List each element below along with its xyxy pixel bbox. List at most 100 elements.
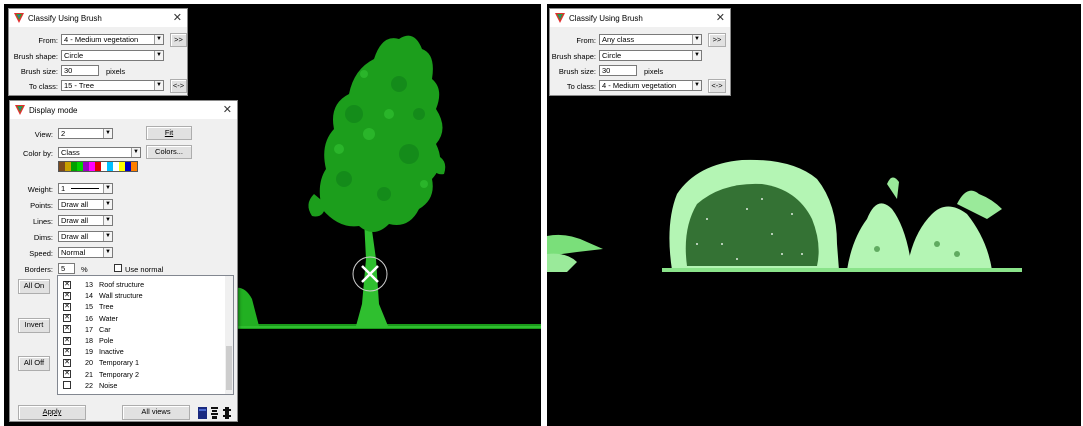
class-list-item[interactable]: 16 Water [58, 313, 118, 324]
speed-label: Speed: [29, 249, 53, 258]
class-visibility-checkbox[interactable] [63, 369, 71, 379]
class-name: Roof structure [99, 280, 145, 289]
use-normal-checkbox[interactable] [114, 264, 122, 272]
class-list-item[interactable]: 22 Noise [58, 380, 117, 391]
chevron-down-icon: ▼ [103, 200, 112, 209]
view-value: 2 [61, 129, 66, 138]
chevron-down-icon: ▼ [103, 184, 112, 193]
class-number: 13 [85, 280, 93, 289]
all-views-button[interactable]: All views [122, 405, 190, 420]
class-name: Tree [99, 302, 114, 312]
color-by-label: Color by: [22, 149, 53, 158]
class-list-item[interactable]: 17 Car [58, 324, 111, 335]
from-class-select[interactable]: Any class ▼ [599, 34, 702, 45]
class-name: Noise [99, 380, 118, 390]
all-on-button[interactable]: All On [18, 279, 50, 294]
points-value: Draw all [61, 200, 89, 209]
swap-classes-button[interactable]: <-> [708, 79, 726, 93]
app-logo-icon [555, 13, 565, 23]
scrollbar-thumb[interactable] [226, 346, 232, 390]
invert-button[interactable]: Invert [18, 318, 50, 333]
class-visibility-checkbox[interactable] [63, 313, 71, 323]
class-visibility-checkbox[interactable] [63, 280, 71, 290]
color-swatch [95, 162, 101, 171]
to-class-select[interactable]: 4 - Medium vegetation ▼ [599, 80, 702, 91]
from-class-select[interactable]: 4 - Medium vegetation ▼ [61, 34, 164, 45]
brush-size-input[interactable]: 30 [599, 65, 637, 76]
dialog-titlebar[interactable]: Display mode ✕ [10, 101, 237, 119]
forward-button[interactable]: >> [708, 33, 726, 47]
weight-select[interactable]: 1 ▼ [58, 183, 113, 194]
class-visibility-list[interactable]: 13 Roof structure14Wall structure15Tree16… [57, 275, 234, 395]
dims-label: Dims: [33, 233, 53, 242]
class-list-item[interactable]: 13 Roof structure [58, 279, 144, 290]
class-color-swatches [58, 161, 138, 172]
points-select[interactable]: Draw all ▼ [58, 199, 113, 210]
chevron-down-icon: ▼ [103, 216, 112, 225]
class-list-item[interactable]: 14 Wall structure [58, 290, 143, 301]
from-class-value: Any class [602, 35, 635, 44]
dims-select[interactable]: Draw all ▼ [58, 231, 113, 242]
fit-button-label: Fit [164, 128, 174, 137]
close-icon[interactable]: ✕ [222, 104, 232, 116]
lines-select[interactable]: Draw all ▼ [58, 215, 113, 226]
chevron-down-icon: ▼ [692, 35, 701, 44]
class-list-item[interactable]: 19 Inactive [58, 346, 124, 357]
lines-value: Draw all [61, 216, 89, 225]
tree-point-cloud [232, 35, 541, 329]
apply-button[interactable]: Apply [18, 405, 86, 420]
borders-input[interactable]: 5 [58, 263, 75, 274]
close-icon[interactable]: ✕ [172, 12, 182, 24]
forward-button[interactable]: >> [170, 33, 187, 47]
chevron-down-icon: ▼ [103, 248, 112, 257]
toolbar-icons [198, 407, 231, 419]
class-visibility-checkbox[interactable] [63, 381, 71, 390]
speed-select[interactable]: Normal ▼ [58, 247, 113, 258]
speed-value: Normal [61, 248, 86, 257]
color-swatch [77, 162, 83, 171]
to-class-value: 4 - Medium vegetation [602, 81, 677, 90]
use-normal-label: Use normal [125, 265, 164, 274]
class-list-item[interactable]: 20 Temporary 1 [58, 357, 139, 368]
class-list-item[interactable]: 18 Pole [58, 335, 113, 346]
class-list-item[interactable]: 21 Temporary 2 [58, 369, 139, 380]
all-off-button[interactable]: All Off [18, 356, 50, 371]
brush-size-label: Brush size: [558, 67, 596, 76]
dialog-titlebar[interactable]: Classify Using Brush ✕ [9, 9, 187, 27]
class-visibility-checkbox[interactable] [63, 324, 71, 334]
weight-value: 1 [61, 184, 66, 193]
colors-button[interactable]: Colors... [146, 145, 192, 159]
app-logo-icon [15, 105, 25, 115]
color-swatch [71, 162, 77, 171]
brush-size-input[interactable]: 30 [61, 65, 99, 76]
to-class-select[interactable]: 15 - Tree ▼ [61, 80, 164, 91]
class-visibility-checkbox[interactable] [63, 336, 71, 346]
view-select[interactable]: 2 ▼ [58, 128, 113, 139]
close-icon[interactable]: ✕ [715, 12, 725, 24]
class-list-item[interactable]: 15 Tree [58, 301, 114, 312]
color-by-value: Class [61, 148, 80, 157]
weight-label: Weight: [27, 185, 53, 194]
brush-shape-select[interactable]: Circle ▼ [599, 50, 702, 61]
color-swatch [83, 162, 89, 171]
class-visibility-checkbox[interactable] [63, 358, 71, 368]
class-visibility-checkbox[interactable] [63, 291, 71, 301]
view-label: View: [34, 130, 53, 139]
left-point-cloud-view[interactable]: Classify Using Brush ✕ From: 4 - Medium … [4, 4, 541, 426]
dialog-titlebar[interactable]: Classify Using Brush ✕ [550, 9, 730, 27]
chevron-down-icon: ▼ [131, 148, 140, 157]
color-by-select[interactable]: Class ▼ [58, 147, 141, 158]
brush-shape-select[interactable]: Circle ▼ [61, 50, 164, 61]
class-visibility-checkbox[interactable] [63, 302, 71, 312]
classify-brush-dialog: Classify Using Brush ✕ From: 4 - Medium … [8, 8, 188, 96]
dialog-title: Display mode [29, 105, 78, 115]
chevron-down-icon: ▼ [154, 51, 163, 60]
fit-button[interactable]: Fit [146, 126, 192, 140]
brush-size-unit: pixels [644, 67, 664, 76]
chevron-down-icon: ▼ [692, 51, 701, 60]
class-visibility-checkbox[interactable] [63, 347, 71, 357]
swap-classes-button[interactable]: <-> [170, 79, 187, 93]
class-list-scrollbar[interactable] [225, 276, 233, 394]
borders-unit: % [81, 265, 88, 274]
right-point-cloud-view[interactable]: Classify Using Brush ✕ From: Any class ▼ … [547, 4, 1081, 426]
